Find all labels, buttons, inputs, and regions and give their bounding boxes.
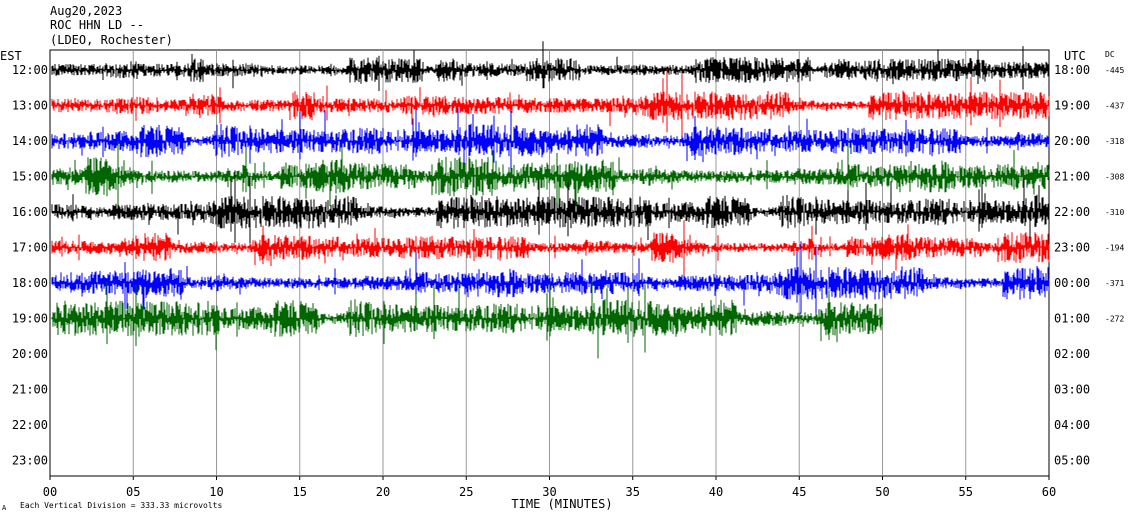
x-tick-label-55: 55 bbox=[959, 485, 973, 499]
x-tick-label-50: 50 bbox=[875, 485, 889, 499]
utc-tick-label: 19:00 bbox=[1054, 99, 1090, 113]
trace-1300 bbox=[51, 69, 1050, 139]
utc-tick-label: 23:00 bbox=[1054, 241, 1090, 255]
x-tick-label-30: 30 bbox=[542, 485, 556, 499]
est-tick-label: 20:00 bbox=[12, 347, 48, 361]
est-tick-label: 13:00 bbox=[12, 99, 48, 113]
x-tick-label-20: 20 bbox=[376, 485, 390, 499]
seismic-traces bbox=[51, 41, 1050, 359]
dc-value: -371 bbox=[1105, 279, 1124, 288]
trace-1500 bbox=[51, 141, 1050, 219]
x-axis-label: TIME (MINUTES) bbox=[511, 497, 612, 511]
utc-tick-label: 05:00 bbox=[1054, 454, 1090, 468]
trace-1700 bbox=[51, 220, 1050, 280]
est-tick-label: 19:00 bbox=[12, 312, 48, 326]
trace-1800 bbox=[51, 241, 1050, 321]
utc-tick-label: 22:00 bbox=[1054, 205, 1090, 219]
station-label: ROC HHN LD -- bbox=[50, 18, 144, 32]
est-tick-label: 18:00 bbox=[12, 276, 48, 290]
dc-value: -310 bbox=[1105, 208, 1124, 217]
est-tick-label: 16:00 bbox=[12, 205, 48, 219]
left-axis-label: EST bbox=[0, 49, 22, 63]
dc-value: -437 bbox=[1105, 102, 1124, 111]
est-tick-label: 14:00 bbox=[12, 134, 48, 148]
dc-value: -272 bbox=[1105, 315, 1124, 324]
utc-tick-label: 04:00 bbox=[1054, 418, 1090, 432]
axis-ticks: 00 05 10 15 20 25 30 35 40 45 50 55 60 12:00 18:00 -445… bbox=[12, 63, 1125, 499]
scale-note: Each Vertical Division = 333.33 microvol… bbox=[20, 501, 222, 510]
x-tick-label-15: 15 bbox=[293, 485, 307, 499]
utc-tick-label: 02:00 bbox=[1054, 347, 1090, 361]
est-tick-label: 15:00 bbox=[12, 170, 48, 184]
utc-tick-label: 18:00 bbox=[1054, 63, 1090, 77]
x-tick-label-45: 45 bbox=[792, 485, 806, 499]
x-tick-label-40: 40 bbox=[709, 485, 723, 499]
corner-mark: A bbox=[2, 504, 7, 512]
dc-value: -445 bbox=[1105, 66, 1124, 75]
dc-value: -308 bbox=[1105, 173, 1124, 182]
x-tick-label-25: 25 bbox=[459, 485, 473, 499]
trace-1900 bbox=[51, 281, 883, 359]
est-tick-label: 17:00 bbox=[12, 241, 48, 255]
est-tick-label: 21:00 bbox=[12, 383, 48, 397]
utc-tick-label: 20:00 bbox=[1054, 134, 1090, 148]
x-tick-label-35: 35 bbox=[626, 485, 640, 499]
chart-grid bbox=[49, 49, 1050, 477]
x-tick-label-05: 05 bbox=[126, 485, 140, 499]
trace-1400 bbox=[51, 107, 1050, 177]
trace-1200 bbox=[51, 41, 1050, 91]
trace-1600 bbox=[51, 170, 1050, 250]
dc-label: DC bbox=[1105, 50, 1115, 59]
est-tick-label: 12:00 bbox=[12, 63, 48, 77]
est-tick-label: 23:00 bbox=[12, 454, 48, 468]
utc-tick-label: 21:00 bbox=[1054, 170, 1090, 184]
x-tick-label-00: 00 bbox=[43, 485, 57, 499]
date-label: Aug20,2023 bbox=[50, 4, 123, 18]
est-tick-label: 22:00 bbox=[12, 418, 48, 432]
network-label: (LDEO, Rochester) bbox=[50, 33, 173, 47]
utc-tick-label: 03:00 bbox=[1054, 383, 1090, 397]
x-tick-label-10: 10 bbox=[209, 485, 223, 499]
right-axis-label: UTC bbox=[1064, 49, 1086, 63]
utc-tick-label: 00:00 bbox=[1054, 276, 1090, 290]
utc-tick-label: 01:00 bbox=[1054, 312, 1090, 326]
x-tick-label-60: 60 bbox=[1042, 485, 1056, 499]
dc-value: -194 bbox=[1105, 244, 1124, 253]
dc-value: -318 bbox=[1105, 137, 1124, 146]
